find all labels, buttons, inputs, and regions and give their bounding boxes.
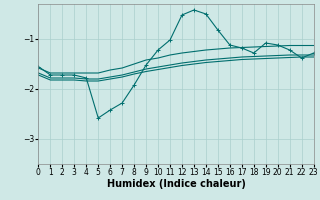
X-axis label: Humidex (Indice chaleur): Humidex (Indice chaleur) (107, 179, 245, 189)
